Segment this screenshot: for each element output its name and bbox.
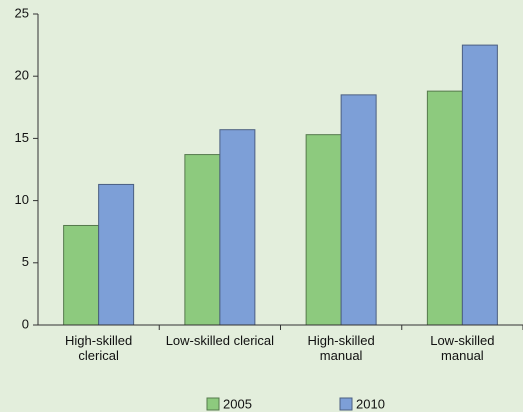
y-tick-label: 10 <box>15 192 29 207</box>
legend-label: 2005 <box>223 396 252 411</box>
x-tick-label: High-skilled manual <box>307 333 375 363</box>
x-tick-label: High-skilled clerical <box>65 333 133 363</box>
legend-swatch <box>206 397 220 411</box>
bar <box>305 134 342 326</box>
x-tick-label: Low-skilled clerical <box>165 333 275 348</box>
y-tick-label: 15 <box>15 130 29 145</box>
x-tick-label: Low-skilled manual <box>430 333 495 363</box>
legend-label: 2010 <box>356 396 385 411</box>
y-tick-label: 20 <box>15 68 29 83</box>
y-tick-label: 25 <box>15 5 29 20</box>
bar <box>340 94 377 326</box>
y-tick-label: 0 <box>22 316 29 331</box>
bar <box>63 224 100 326</box>
bar <box>98 183 135 326</box>
bar <box>184 154 221 326</box>
y-tick-label: 5 <box>22 254 29 269</box>
legend-swatch <box>339 397 353 411</box>
bar <box>461 44 498 326</box>
bar <box>219 129 256 326</box>
bar <box>426 90 463 326</box>
